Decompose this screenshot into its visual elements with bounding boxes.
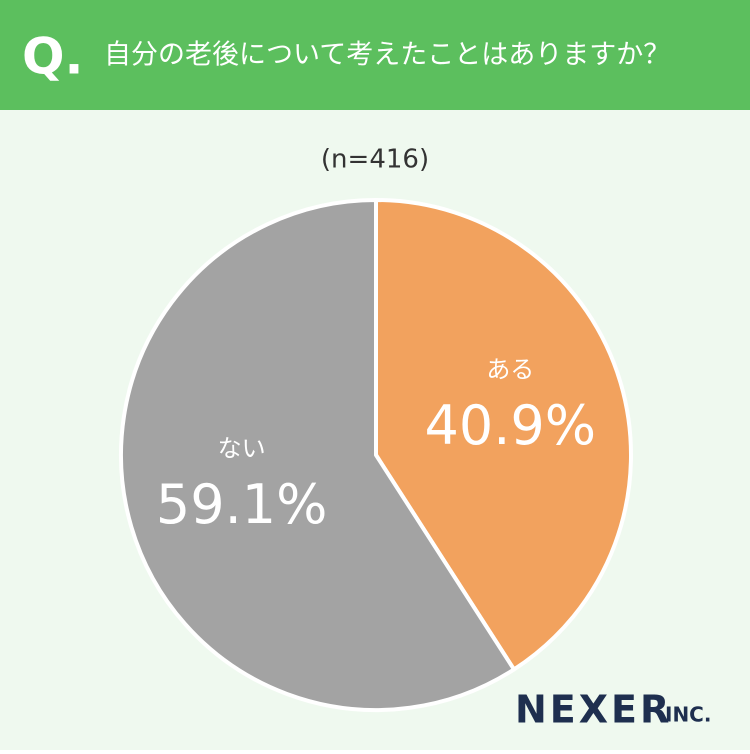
pie-slice	[119, 198, 516, 712]
category-label: ある	[486, 356, 534, 384]
chart-subtitle: (n=416)	[321, 145, 429, 175]
brand-name: NEXER	[515, 688, 672, 732]
pie: ある 40.9% ない 59.1%	[119, 198, 633, 712]
chart-title: 自分の老後について考えたことはありますか？	[104, 40, 670, 71]
brand-suffix: INC.	[665, 703, 711, 727]
value-label: 59.1%	[156, 473, 328, 536]
header-bar	[0, 0, 750, 110]
value-label: 40.9%	[425, 394, 597, 457]
question-prefix: Q.	[22, 28, 84, 86]
category-label: ない	[218, 434, 266, 462]
